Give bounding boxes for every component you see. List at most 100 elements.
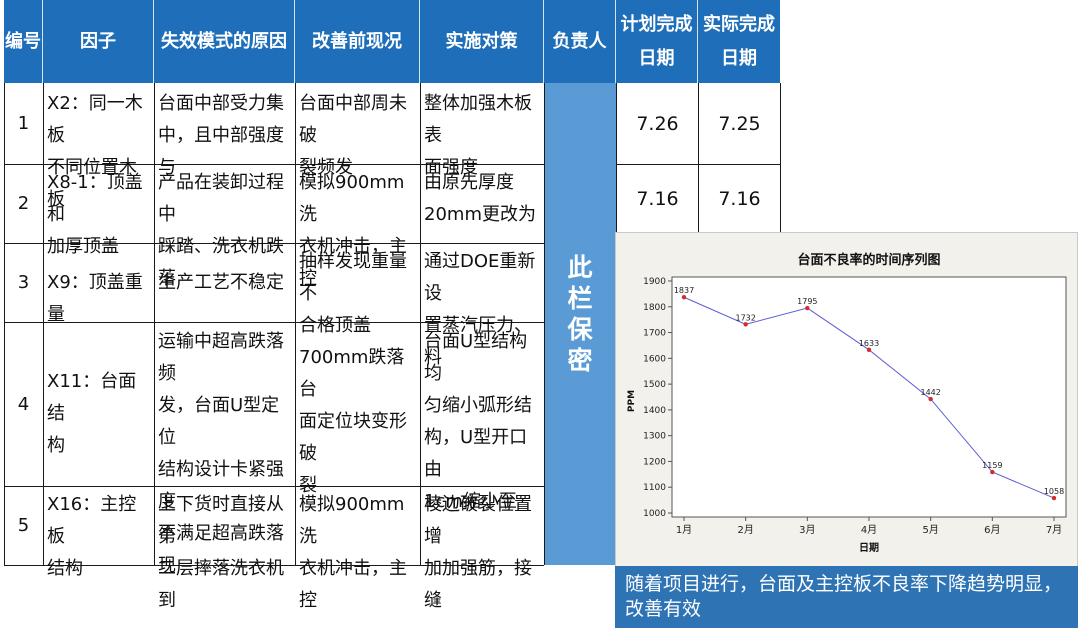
grid-line [4, 83, 5, 565]
cell-cause: 上下货时直接从第 二层摔落洗衣机到 [155, 489, 295, 617]
grid-line [616, 83, 617, 233]
cell-line: 加厚顶盖 [47, 236, 119, 257]
header-plan-date: 计划完成 日期 [616, 0, 698, 83]
cell-line: X16：主控板 [47, 494, 137, 547]
cell-line: 二层摔落洗衣机到 [158, 558, 284, 611]
row-number: 2 [17, 193, 30, 214]
data-point [681, 295, 687, 300]
data-label: 1159 [982, 461, 1002, 470]
cell-line: 模拟900mm洗 [299, 494, 405, 547]
cell-before: 模拟900mm洗 衣机冲击，主控 [296, 489, 420, 617]
cell-before: 抽样发现重量不 合格顶盖 [296, 246, 420, 342]
chart-title: 台面不良率的时间序列图 [797, 252, 940, 268]
cell-line: 通过DOE重新设 [424, 251, 536, 304]
cell-line: 不同位置木板 [47, 157, 137, 210]
grid-line [43, 83, 44, 565]
cell-line: 台面U型结构均 [424, 331, 528, 384]
header-actual-date: 实际完成 日期 [698, 0, 780, 83]
cell-line: 台面中部受力集 [158, 93, 284, 114]
row-number: 1 [17, 113, 30, 134]
y-axis-label: PPM [627, 390, 637, 412]
y-tick-label: 1900 [643, 277, 666, 287]
chart-panel: 台面不良率的时间序列图 日期 PPM 1000 1100 1200 1300 1400 1… [615, 232, 1078, 572]
data-label: 1732 [735, 313, 755, 322]
row-number: 4 [17, 393, 30, 415]
grid-line [154, 83, 155, 565]
y-tick-label: 1800 [643, 303, 666, 313]
cell-line: 运输中超高跌落频 [158, 331, 284, 384]
header-factor: 因子 [43, 0, 154, 83]
cell-line: 加加强筋，接缝 [424, 558, 532, 611]
grid-line [616, 164, 780, 165]
grid-line [698, 83, 699, 233]
cell-line: 结构 [47, 558, 83, 579]
row-number: 3 [17, 272, 30, 293]
x-axis-label: 日期 [859, 541, 879, 554]
data-label: 1442 [920, 388, 940, 397]
x-tick-label: 2月 [737, 524, 753, 536]
grid-line [4, 243, 544, 244]
cell-line: 不满足超高跌落现 [158, 523, 284, 576]
cell-line: 上下货时直接从第 [158, 494, 284, 547]
cell-line: 面强度 [424, 157, 478, 178]
cell-actual-date: 7.25 [718, 113, 761, 135]
cell-line: 棱边破裂位置增 [424, 494, 532, 547]
cell-before: 模拟900mm洗 衣机冲击，主控 [296, 167, 420, 295]
cell-line: 整体加强木板表 [424, 93, 532, 146]
conclusion-note: 随着项目进行，台面及主控板不良率下降趋势明显，改善有效 [615, 566, 1078, 628]
cell-plan-date: 7.26 [636, 113, 679, 135]
cell-line: 构，U型开口由 [424, 427, 528, 480]
cell-cause: 台面中部受力集 中，且中部强度与 [155, 88, 295, 184]
data-label: 1633 [859, 339, 879, 348]
grid-line [544, 83, 545, 565]
data-point [866, 347, 872, 353]
y-tick-label: 1200 [643, 457, 666, 467]
cell-line: 合格顶盖 [299, 315, 371, 336]
row-number: 5 [17, 515, 30, 536]
y-tick-label: 1100 [643, 483, 666, 493]
grid-line [4, 164, 544, 165]
owner-char: 此 [567, 253, 593, 282]
cell-factor: X11：台面结 构 [44, 366, 154, 462]
cell-line: 700mm跌落台 [299, 347, 405, 400]
cell-line: X11：台面结 [47, 371, 137, 424]
data-point [928, 396, 933, 402]
x-tick-label: 6月 [984, 524, 1000, 536]
y-tick-label: 1600 [643, 354, 666, 364]
plot-area [671, 276, 1067, 518]
header-plan-line1: 计划完成 [620, 13, 693, 35]
cell-line: 中，且中部强度与 [158, 125, 284, 178]
cell-factor: X8-1：顶盖和 加厚顶盖 [44, 167, 154, 263]
cell-action: 由原先厚度 20mm更改为 [421, 167, 544, 231]
owner-char: 保 [567, 315, 593, 344]
cell-line: 1cm缩小至 [424, 491, 517, 512]
cell-before: 台面中部周未破 裂频发 [296, 88, 420, 184]
data-label: 1058 [1044, 487, 1064, 496]
y-tick-label: 1700 [643, 329, 666, 339]
cell-cause: 生产工艺不稳定 [155, 267, 295, 299]
owner-char: 栏 [567, 284, 593, 313]
cell-plan-date: 7.16 [636, 188, 679, 210]
cell-line: 生产工艺不稳定 [158, 272, 284, 293]
owner-char: 密 [567, 346, 593, 375]
header-action: 实施对策 [420, 0, 544, 83]
cell-line: 衣机冲击，主控 [299, 558, 407, 611]
cell-line: 面定位块变形破 [299, 411, 407, 464]
grid-line [4, 565, 544, 566]
cell-action: 台面U型结构均 匀缩小弧形结 构，U型开口由 1cm缩小至 [421, 326, 544, 518]
y-tick-label: 1300 [643, 432, 666, 442]
cell-factor: X2：同一木板 不同位置木板 [44, 88, 154, 216]
chart-marks: 1000 1100 1200 1300 1400 1500 1600 1700 1800 1900… [643, 277, 1064, 536]
cell-line: 裂 [299, 475, 317, 496]
data-point [990, 469, 995, 475]
cell-factor: X16：主控板 结构 [44, 489, 154, 585]
cell-line: 台面中部周未破 [299, 93, 407, 146]
data-point [1051, 495, 1057, 501]
time-series-chart: 台面不良率的时间序列图 日期 PPM 100011001200130014001… [627, 252, 1067, 554]
grid-line [4, 322, 544, 323]
cell-action: 棱边破裂位置增 加加强筋，接缝 [421, 489, 544, 617]
cell-line: 构 [47, 435, 65, 456]
x-tick-label: 1月 [676, 524, 692, 536]
cell-line: X8-1：顶盖和 [47, 172, 143, 225]
cell-cause: 运输中超高跌落频 发，台面U型定位 结构设计卡紧强度 不满足超高跌落现 [155, 326, 295, 582]
